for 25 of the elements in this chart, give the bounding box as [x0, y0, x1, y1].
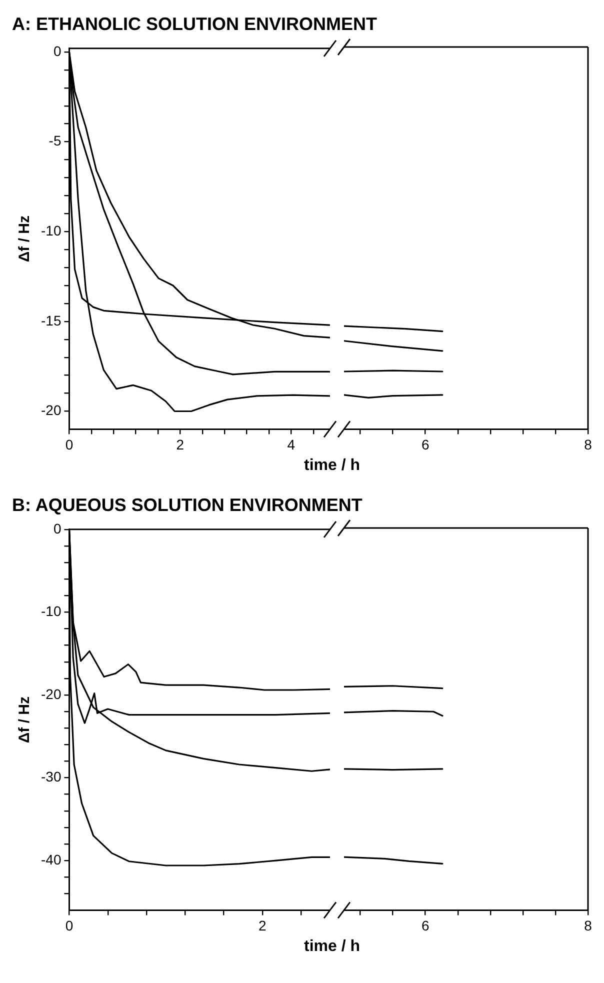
- y-tick-label: -30: [41, 768, 62, 785]
- y-axis-title: Δf / Hz: [16, 696, 34, 744]
- x-tick-label: 2: [176, 436, 184, 452]
- x-tick-label: 8: [584, 436, 592, 452]
- y-tick-label: -20: [41, 402, 62, 418]
- y-tick-label: -40: [41, 851, 62, 868]
- x-tick-label: 2: [258, 917, 266, 934]
- x-tick-label: 6: [421, 436, 430, 452]
- y-tick-label: -10: [41, 222, 62, 238]
- y-tick-label: 0: [53, 42, 62, 59]
- x-tick-label: 0: [65, 917, 74, 934]
- x-tick-label: 8: [584, 917, 592, 934]
- y-tick-label: -10: [41, 603, 62, 620]
- x-tick-label: 6: [421, 917, 430, 934]
- y-tick-label: -20: [41, 686, 62, 702]
- y-tick-label: 0: [53, 520, 62, 536]
- x-axis-title: time / h: [302, 938, 361, 956]
- x-tick-label: 0: [65, 436, 74, 452]
- y-tick-label: -5: [48, 132, 62, 149]
- chart-title: A: ETHANOLIC SOLUTION ENVIRONMENT: [11, 13, 378, 36]
- x-axis-title: time / h: [302, 457, 361, 475]
- y-tick-label: -15: [41, 312, 62, 328]
- chart-title: B: AQUEOUS SOLUTION ENVIRONMENT: [11, 494, 364, 517]
- x-tick-label: 4: [287, 436, 296, 452]
- y-axis-title: Δf / Hz: [16, 215, 34, 262]
